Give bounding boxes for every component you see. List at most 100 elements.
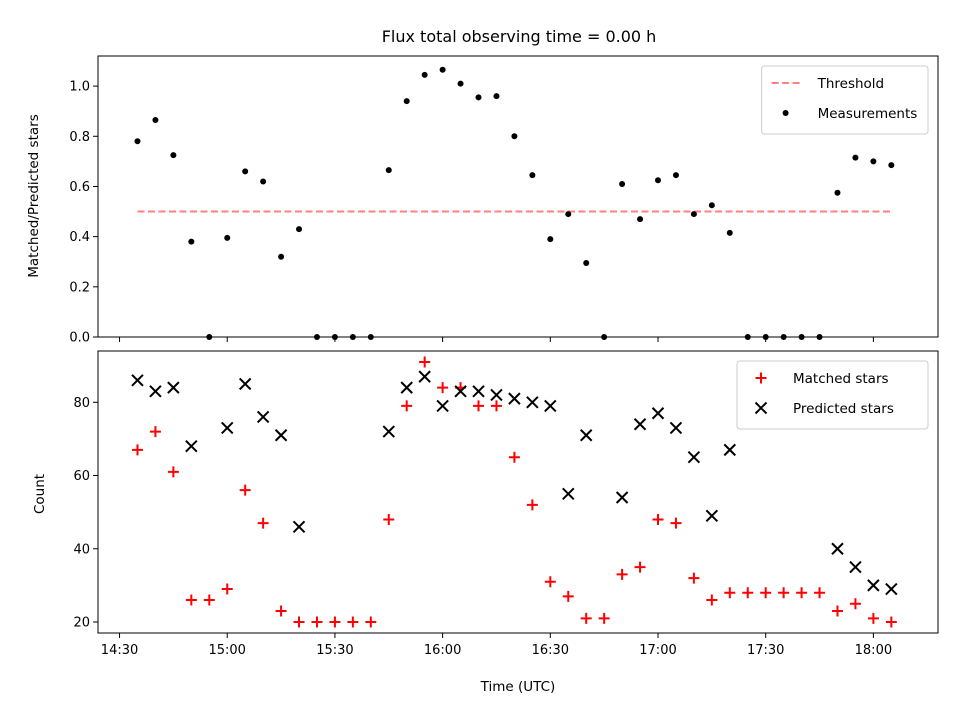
data-point: [529, 172, 536, 179]
x-tick-label: 18:00: [855, 643, 892, 658]
series-measurements: [134, 66, 895, 340]
data-point: [403, 98, 410, 105]
data-point: [167, 381, 180, 394]
legend-swatch: [782, 110, 789, 116]
data-point: [762, 334, 769, 340]
data-point: [705, 509, 719, 523]
data-point: [565, 211, 572, 218]
data-point: [278, 253, 285, 260]
data-point: [293, 616, 305, 628]
data-point: [598, 612, 610, 624]
axes-frame: [97, 55, 939, 338]
y-tick-label: 0.6: [69, 180, 90, 195]
data-point: [723, 443, 737, 457]
data-point: [167, 466, 179, 478]
legend-swatch: [755, 372, 767, 384]
data-point: [185, 594, 197, 606]
data-point: [149, 426, 161, 438]
data-point: [508, 392, 521, 405]
x-tick-label: 16:30: [532, 643, 569, 658]
legend-label: Matched stars: [793, 371, 889, 387]
data-point: [744, 334, 751, 340]
data-point: [870, 158, 877, 165]
data-point: [274, 429, 288, 442]
data-point: [224, 234, 231, 241]
y-tick-label: 0.0: [69, 331, 90, 346]
series-predicted-stars: [131, 370, 898, 596]
data-point: [511, 133, 518, 140]
data-point: [724, 587, 736, 599]
x-tick-label: 16:00: [424, 643, 461, 658]
legend: Matched stars Predicted stars: [736, 360, 929, 430]
x-tick-label: 14:30: [101, 643, 138, 658]
data-point: [742, 587, 754, 599]
data-point: [655, 177, 661, 184]
data-point: [419, 356, 431, 368]
data-point: [149, 385, 162, 398]
data-point: [329, 616, 341, 628]
y-tick-label: 40: [73, 542, 90, 557]
data-point: [831, 542, 844, 555]
data-point: [437, 382, 449, 394]
data-point: [400, 381, 413, 394]
legend: Threshold Measurements: [761, 65, 929, 135]
data-point: [292, 520, 306, 533]
data-point: [831, 605, 843, 617]
data-point: [885, 582, 898, 596]
data-point: [798, 334, 805, 340]
data-point: [206, 334, 213, 340]
data-point: [544, 399, 557, 413]
series-matched-stars: [131, 356, 897, 628]
data-point: [239, 484, 251, 496]
top-plot-measurements: 0.0 0.2 0.4 0.6 0.8 1.0 Threshold Measurements: [69, 55, 939, 346]
data-point: [131, 444, 143, 456]
data-point: [313, 334, 320, 340]
data-point: [888, 162, 895, 169]
data-point: [349, 334, 356, 340]
data-point: [152, 116, 159, 123]
y-tick-label: 0.8: [69, 130, 90, 145]
data-point: [311, 616, 323, 628]
data-point: [778, 587, 790, 599]
data-point: [238, 377, 252, 391]
data-point: [669, 421, 683, 435]
data-point: [421, 71, 428, 78]
data-point: [687, 451, 701, 464]
data-point: [562, 487, 575, 501]
data-point: [382, 425, 395, 438]
data-point: [619, 180, 626, 187]
top-y-axis-label: Matched/Predicted stars: [26, 114, 42, 277]
legend-swatch: [754, 401, 768, 415]
legend-label: Threshold: [817, 76, 885, 92]
data-point: [708, 202, 715, 209]
data-point: [601, 334, 608, 340]
data-point: [473, 400, 485, 412]
data-point: [188, 238, 195, 245]
x-tick-label: 15:30: [316, 643, 353, 658]
data-point: [726, 229, 733, 236]
data-point: [834, 189, 841, 196]
y-tick-label: 80: [73, 396, 90, 411]
x-tick-label: 17:00: [639, 643, 676, 658]
data-point: [526, 499, 538, 511]
data-point: [672, 172, 679, 179]
y-tick-label: 60: [73, 469, 90, 484]
data-point: [849, 560, 862, 574]
data-point: [615, 491, 629, 504]
data-point: [203, 594, 215, 606]
data-point: [688, 572, 700, 584]
axes-frame: [97, 350, 939, 634]
data-point: [331, 334, 338, 340]
data-point: [275, 605, 287, 617]
data-point: [852, 154, 859, 161]
data-point: [814, 587, 826, 599]
data-point: [580, 612, 592, 624]
data-point: [579, 429, 593, 442]
legend-label: Predicted stars: [793, 401, 894, 417]
data-point: [637, 216, 644, 223]
data-point: [651, 407, 665, 420]
data-point: [634, 561, 646, 573]
data-point: [436, 399, 449, 413]
data-point: [760, 587, 772, 599]
data-point: [385, 167, 392, 174]
